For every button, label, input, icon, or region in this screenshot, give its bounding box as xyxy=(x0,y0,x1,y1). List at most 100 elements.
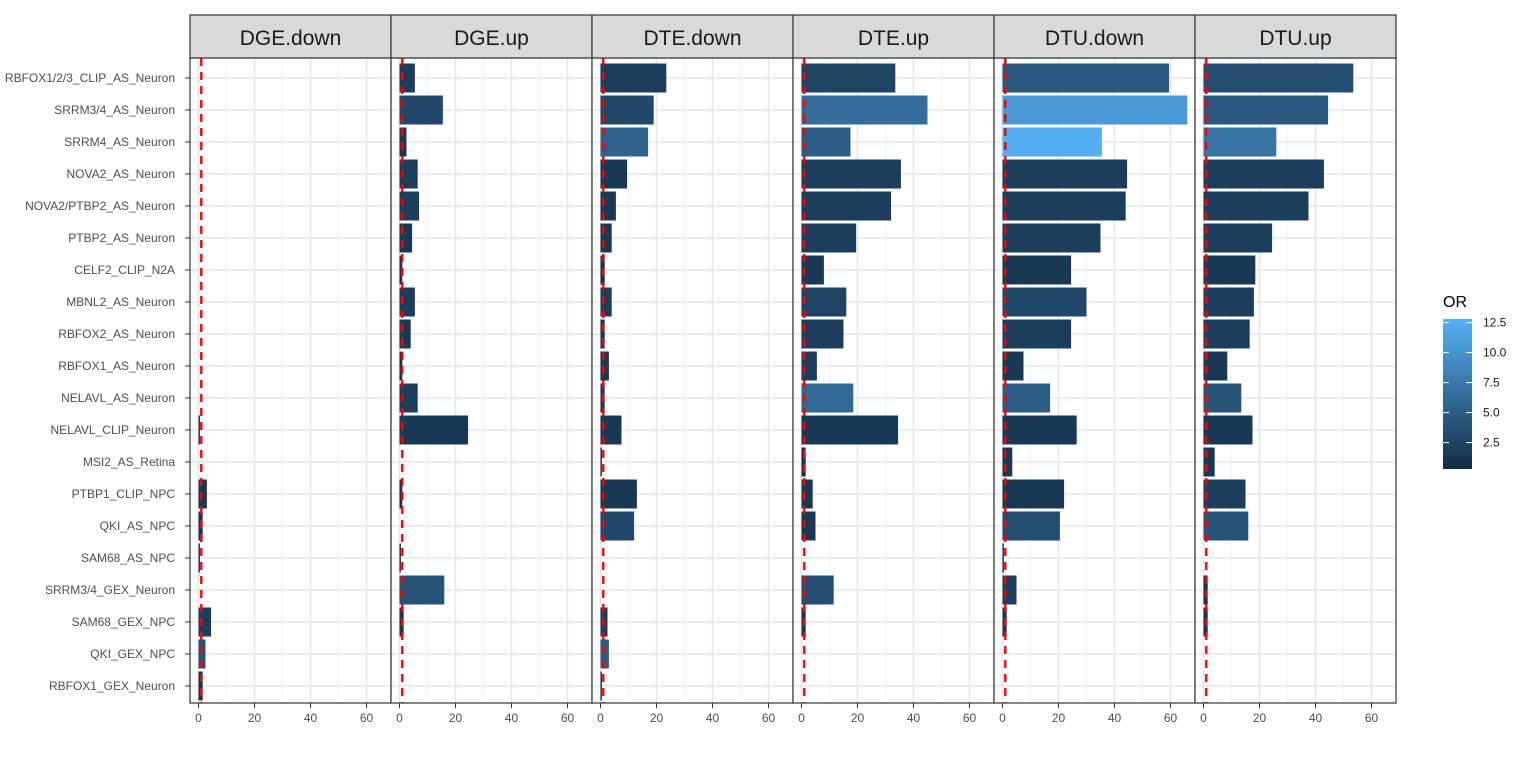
x-tick-label: 60 xyxy=(963,711,977,725)
legend-tick-label: 5.0 xyxy=(1483,406,1500,420)
x-tick-label: 0 xyxy=(798,711,805,725)
facet-panel: DTU.down 0 20 40 60 xyxy=(993,14,1196,725)
bar xyxy=(1002,191,1126,221)
bar xyxy=(801,191,892,221)
x-tick-label: 60 xyxy=(1164,711,1178,725)
y-tick-label: SRRM3/4_GEX_Neuron xyxy=(45,583,175,597)
x-tick-label: 0 xyxy=(1200,711,1207,725)
bar xyxy=(1002,447,1013,477)
y-tick-label: SRRM3/4_AS_Neuron xyxy=(54,103,175,117)
facet-label: DTU.down xyxy=(1045,27,1144,50)
bar xyxy=(801,63,896,93)
legend-tick-label: 7.5 xyxy=(1483,376,1500,390)
bar xyxy=(600,671,602,701)
bar xyxy=(1203,319,1250,349)
bar xyxy=(801,575,834,605)
y-tick-label: NOVA2/PTBP2_AS_Neuron xyxy=(25,199,175,213)
y-tick-label: RBFOX2_AS_Neuron xyxy=(58,327,175,341)
facet-label: DTE.up xyxy=(858,27,929,50)
x-tick-label: 0 xyxy=(597,711,604,725)
x-tick-label: 20 xyxy=(650,711,664,725)
x-tick-label: 40 xyxy=(907,711,921,725)
bar xyxy=(198,543,200,573)
x-tick-label: 40 xyxy=(1108,711,1122,725)
bar xyxy=(1203,63,1354,93)
facet-strip xyxy=(591,14,794,59)
bar xyxy=(1203,383,1242,413)
y-tick-label: MBNL2_AS_Neuron xyxy=(66,295,175,309)
bar xyxy=(1002,415,1077,445)
facet-panel: DTU.up 0 20 40 60 xyxy=(1194,14,1397,725)
x-tick-label: 0 xyxy=(999,711,1006,725)
bar xyxy=(600,511,635,541)
bar xyxy=(1002,287,1087,317)
y-tick-label: RBFOX1_GEX_Neuron xyxy=(49,679,175,693)
x-tick-label: 0 xyxy=(396,711,403,725)
facet-strip xyxy=(390,14,593,59)
bar xyxy=(600,415,622,445)
bar xyxy=(600,447,602,477)
bar xyxy=(399,159,418,189)
bar xyxy=(198,415,200,445)
y-tick-label: SRRM4_AS_Neuron xyxy=(64,135,175,149)
x-tick-label: 0 xyxy=(195,711,202,725)
bar xyxy=(198,671,203,701)
facet-panel: DGE.up 0 20 40 60 xyxy=(390,14,593,725)
y-tick-label: RBFOX1_AS_Neuron xyxy=(58,359,175,373)
facet-strip xyxy=(189,14,392,59)
bar xyxy=(399,287,415,317)
bar xyxy=(1203,159,1324,189)
x-tick-label: 20 xyxy=(1052,711,1066,725)
bar xyxy=(1002,351,1024,381)
y-tick-label: NOVA2_AS_Neuron xyxy=(66,167,175,181)
bar xyxy=(1203,479,1246,509)
bar xyxy=(1203,351,1228,381)
bar xyxy=(600,351,609,381)
legend-tick-label: 2.5 xyxy=(1483,436,1500,450)
y-tick-label: SAM68_GEX_NPC xyxy=(72,615,176,629)
x-tick-label: 60 xyxy=(762,711,776,725)
facets-layer: DGE.down 0 20 40 60 DGE.up 0 20 40 60 DTE.down 0 20 4… xyxy=(185,14,1397,725)
bar xyxy=(600,95,654,125)
y-tick-label: NELAVL_AS_Neuron xyxy=(61,391,175,405)
x-tick-label: 40 xyxy=(1309,711,1323,725)
bar xyxy=(600,223,612,253)
bar xyxy=(1002,223,1101,253)
bar xyxy=(399,63,415,93)
color-legend: OR 12.5 10.0 7.5 5.0 2.5 xyxy=(1443,294,1507,469)
y-tick-label: CELF2_CLIP_N2A xyxy=(74,263,175,277)
y-tick-label: PTBP2_AS_Neuron xyxy=(68,231,175,245)
bar xyxy=(1203,255,1256,285)
legend-tick-label: 12.5 xyxy=(1483,316,1507,330)
bar xyxy=(198,607,212,637)
bar xyxy=(600,159,628,189)
bar xyxy=(399,351,403,381)
y-axis-labels: RBFOX1/2/3_CLIP_AS_Neuron SRRM3/4_AS_Neur… xyxy=(5,71,175,693)
bar xyxy=(399,575,445,605)
bar xyxy=(1203,191,1309,221)
bar xyxy=(1002,127,1102,157)
y-tick-label: QKI_GEX_NPC xyxy=(90,647,175,661)
bar xyxy=(801,447,806,477)
bar xyxy=(399,191,420,221)
bar xyxy=(399,415,469,445)
panel-background xyxy=(391,58,592,703)
bar xyxy=(600,127,649,157)
facet-label: DTU.up xyxy=(1259,27,1331,50)
bar xyxy=(1203,511,1249,541)
bar xyxy=(600,479,637,509)
x-tick-label: 60 xyxy=(360,711,374,725)
y-tick-label: MSI2_AS_Retina xyxy=(83,455,175,469)
x-tick-label: 20 xyxy=(851,711,865,725)
bar xyxy=(801,479,813,509)
panel-background xyxy=(190,58,391,703)
bar xyxy=(600,287,612,317)
bar xyxy=(1002,255,1072,285)
y-tick-label: QKI_AS_NPC xyxy=(100,519,176,533)
bar xyxy=(399,543,401,573)
bar xyxy=(801,223,857,253)
bar xyxy=(198,479,207,509)
legend-title: OR xyxy=(1443,294,1467,311)
bar xyxy=(399,479,403,509)
bar xyxy=(1002,479,1065,509)
